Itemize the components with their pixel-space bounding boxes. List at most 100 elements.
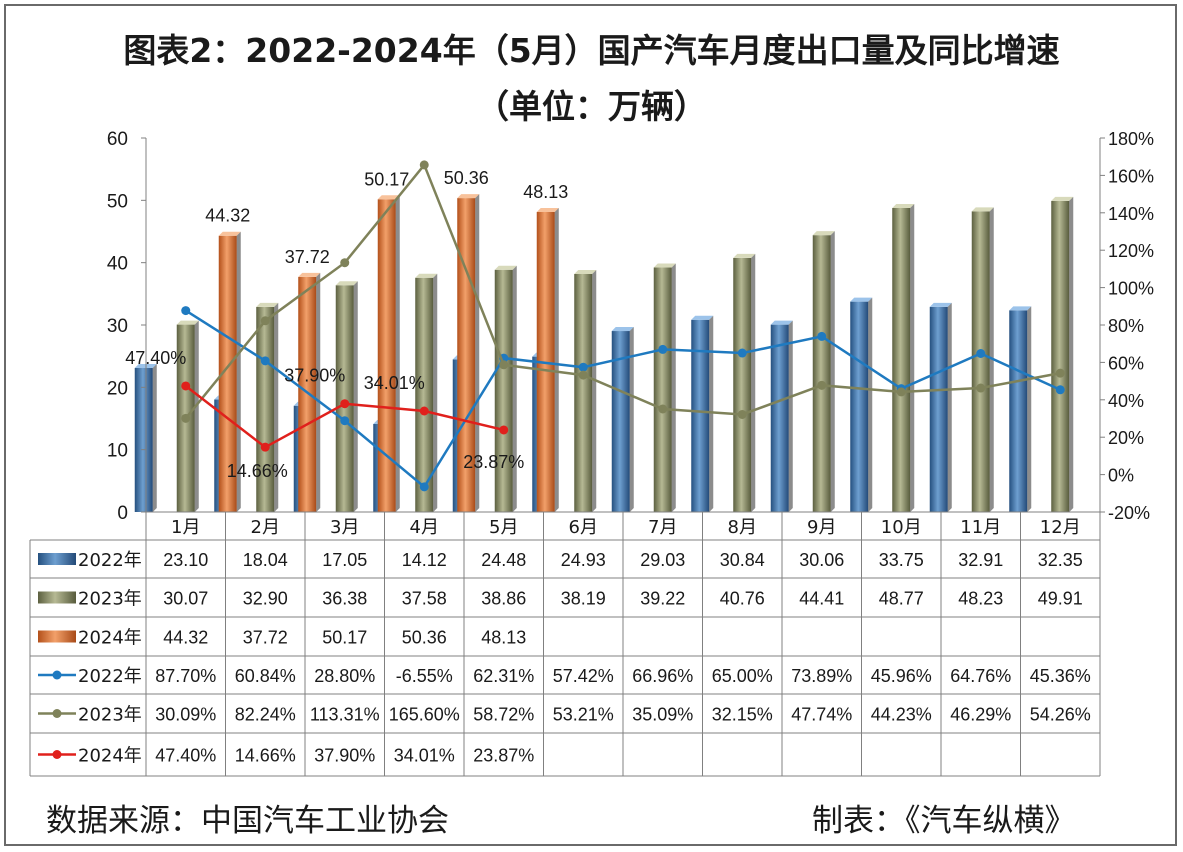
bar-cap [770,320,793,325]
table-cell: 32.35 [1038,550,1083,570]
bar-body [1009,310,1028,512]
table-cell: 48.23 [958,589,1003,609]
table-cell: 30.06 [799,550,844,570]
bar-data-label: 37.72 [285,247,330,267]
bar-2022年-12月 [1009,306,1032,512]
footer-maker: 制表：《汽车纵横》 [812,803,1076,839]
line-point-2023年 [817,380,827,390]
table-cell: 14.66% [235,746,296,766]
bar-body [929,306,948,512]
legend-label: 2022年 [78,666,142,687]
table-cell: 113.31% [310,705,380,725]
y-left-tick-label: 10 [107,441,128,462]
bar-2022年-8月 [691,315,714,512]
bar-body [733,257,752,512]
bar-2022年-11月 [929,302,952,512]
legend-label: 2023年 [78,705,142,726]
bar-data-label: 50.36 [444,168,489,188]
line-point-2022年 [419,482,429,492]
bar-side [1027,306,1032,512]
line-2023年 [184,162,1061,420]
line-point-2023年 [1055,368,1065,378]
bar-2023年-3月 [335,281,358,512]
bar-side [788,320,793,512]
table-cell: 50.36 [402,628,447,648]
table-cell: 165.60% [389,705,460,725]
bar-cap [733,253,756,258]
bar-side [947,302,952,512]
table-cell: 82.24% [235,705,296,725]
x-tick-label: 4月 [410,517,439,538]
line-point-2022年 [578,362,588,372]
table-cell: 29.03 [640,550,685,570]
y-right-tick-label: 40% [1108,391,1144,411]
legend-label: 2022年 [78,550,142,571]
bar-cap [850,297,873,302]
line-data-label: 14.66% [227,461,288,481]
bar-side [395,195,400,512]
bar-body [494,269,513,512]
legend-key-bar [38,553,76,565]
bar-2022年-10月 [850,297,873,512]
x-tick-label: 5月 [489,517,518,538]
bar-2023年-4月 [415,273,438,512]
bar-2023年-8月 [733,253,756,513]
line-point-2024年 [340,399,350,409]
bar-2023年-11月 [971,207,994,512]
legend-key-marker [52,670,62,680]
bar-body [1051,200,1070,512]
table-cell: 64.76% [950,666,1011,686]
y-left-tick-label: 20 [107,378,128,399]
legend-key-marker [52,709,62,718]
x-tick-label: 2月 [251,517,280,538]
table-cell: 58.72% [473,705,534,725]
y-left-tick-label: 60 [107,129,128,150]
table-cell: 54.26% [1030,705,1091,725]
line-point-2023年 [181,413,191,423]
line-point-2022年 [260,356,270,366]
bar-2023年-10月 [892,204,915,512]
bar-body [574,273,593,512]
table-cell: 57.42% [553,666,614,686]
table-cell: 30.09% [155,705,216,725]
table-cell: 38.19 [561,589,606,609]
line-point-2024年 [419,406,429,416]
table-cell: 60.84% [235,666,296,686]
bar-body [415,277,434,512]
table-cell: 40.76 [720,589,765,609]
table-cell: 44.23% [871,705,932,725]
bar-2024年-5月 [536,207,559,512]
line-point-2024年 [260,442,270,452]
table-cell: 47.74% [791,705,852,725]
table-cell: 32.90 [243,589,288,609]
table-cell: 50.17 [322,628,367,648]
table-cell: 73.89% [791,666,852,686]
x-tick-label: 11月 [960,517,1001,538]
y-right-tick-label: 20% [1108,428,1144,448]
bar-cap [929,302,952,307]
line-data-label: 37.90% [284,366,345,386]
bar-cap [176,320,199,325]
bar-side [152,364,157,512]
table-cell: 34.01% [394,746,455,766]
bar-2023年-9月 [812,231,835,512]
table-cell: 36.38 [322,589,367,609]
legend-label: 2023年 [78,589,142,610]
legend-label: 2024年 [78,628,142,649]
bar-side [194,320,199,512]
x-tick-label: 7月 [648,517,677,538]
table-cell: 53.21% [553,705,614,725]
y-left-tick-label: 40 [107,254,128,275]
bar-cap [611,327,634,332]
bar-data-label: 50.17 [364,169,409,189]
table-cell: 65.00% [712,666,773,686]
line-point-2022年 [817,331,827,341]
legend-key-marker [52,750,62,759]
table-cell: 37.90% [314,746,375,766]
bar-side [751,253,756,513]
bar-cap [691,315,714,320]
table-cell: 48.13 [481,628,526,648]
bar-cap [536,207,559,212]
bar-side [475,194,480,512]
bar-side [910,204,915,512]
